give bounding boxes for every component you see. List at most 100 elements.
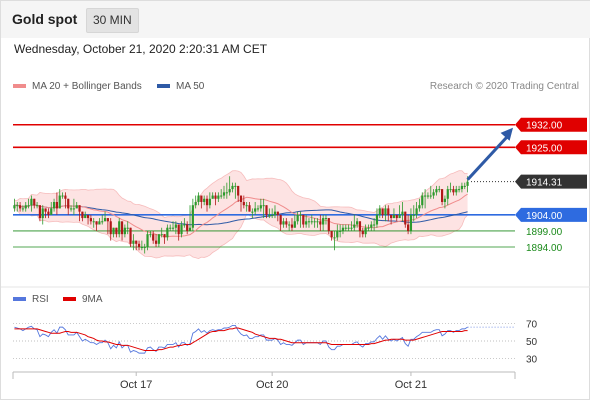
candle-body <box>152 234 155 241</box>
candle-body <box>140 247 143 249</box>
candle-body <box>188 227 192 231</box>
level-label-0: 1932.00 <box>526 121 563 132</box>
candle-body <box>398 214 401 219</box>
forecast-arrow-line <box>466 133 511 181</box>
candle-body <box>268 214 271 216</box>
x-tick-label-1: Oct 20 <box>256 379 288 391</box>
interval-button[interactable]: 30 MIN <box>86 8 139 33</box>
legend-ma50: MA 50 <box>157 81 204 92</box>
candle-body <box>118 221 121 235</box>
candle-body <box>423 195 427 197</box>
legend-9ma: 9MA <box>63 294 103 305</box>
rsi-ma-line <box>14 327 468 352</box>
candle-body <box>21 208 25 210</box>
candle-body <box>460 185 464 190</box>
candle-body <box>52 201 56 209</box>
candle-body <box>225 192 228 194</box>
candle-body <box>367 227 370 229</box>
candle-body <box>180 224 183 235</box>
x-tick-label-2: Oct 21 <box>395 379 427 391</box>
candle-body <box>353 224 356 228</box>
candle-body <box>169 227 172 229</box>
candle-body <box>47 211 50 215</box>
level-label-1: 1925.00 <box>526 143 563 154</box>
candle-body <box>183 224 186 226</box>
candle-body <box>69 208 73 210</box>
legend-ma50-label: MA 50 <box>176 81 205 92</box>
candle-body <box>327 218 330 231</box>
candle-body <box>163 234 166 238</box>
candle-body <box>307 221 311 223</box>
ma9-swatch <box>63 297 76 302</box>
candle-body <box>262 205 265 207</box>
candle-body <box>421 195 424 206</box>
level-tag-2 <box>515 174 587 189</box>
candle-body <box>234 185 237 187</box>
candle-body <box>415 208 418 215</box>
candle-body <box>319 221 322 225</box>
level-label-5: 1894.00 <box>526 243 563 254</box>
level-label-3: 1904.00 <box>526 211 563 222</box>
candle-body <box>101 221 104 223</box>
legend-rsi-label: RSI <box>32 294 49 305</box>
candle-body <box>429 195 432 197</box>
rsi-swatch <box>13 297 26 302</box>
candle-body <box>228 189 231 193</box>
candle-body <box>455 189 458 193</box>
candle-body <box>285 221 288 225</box>
candle-body <box>61 195 64 197</box>
candle-body <box>392 214 396 219</box>
candle-body <box>132 240 135 244</box>
candle-body <box>256 208 260 210</box>
candle-body <box>44 208 47 212</box>
candle-body <box>273 211 277 215</box>
candle-body <box>200 195 203 202</box>
candle-body <box>390 214 393 219</box>
header-bar: Gold spot 30 MIN <box>1 1 590 38</box>
candle-body <box>279 214 282 225</box>
candle-body <box>174 224 177 228</box>
candle-body <box>95 221 98 225</box>
candle-body <box>356 221 359 225</box>
candle-body <box>208 198 211 206</box>
candle-body <box>186 224 189 231</box>
candle-body <box>333 237 336 239</box>
candle-body <box>115 227 118 235</box>
candle-body <box>239 195 243 202</box>
candle-body <box>310 221 313 223</box>
candle-body <box>296 214 299 222</box>
candle-body <box>211 195 214 199</box>
candle-body <box>160 234 163 236</box>
candle-body <box>126 227 129 229</box>
candle-body <box>24 205 27 209</box>
candle-body <box>222 192 226 196</box>
candle-body <box>106 218 109 222</box>
candle-body <box>404 211 407 225</box>
level-tag-3 <box>515 207 587 222</box>
candle-body <box>443 198 447 202</box>
ma20-swatch <box>13 84 26 89</box>
candle-body <box>435 189 438 193</box>
candle-body <box>13 205 16 209</box>
legend-ma20-label: MA 20 + Bollinger Bands <box>32 81 142 92</box>
ma50-line <box>14 204 468 226</box>
candle-body <box>302 214 305 225</box>
candle-body <box>282 221 285 225</box>
candle-body <box>412 214 415 216</box>
candle-body <box>16 205 19 207</box>
candle-body <box>143 247 146 249</box>
candle-body <box>373 224 376 226</box>
candle-body <box>378 208 381 215</box>
candle-body <box>64 195 67 199</box>
legend-9ma-label: 9MA <box>82 294 103 305</box>
candle-body <box>276 211 279 215</box>
candle-body <box>81 211 84 219</box>
candle-body <box>290 224 294 228</box>
candle-body <box>84 214 87 219</box>
candle-body <box>41 208 44 219</box>
candle-body <box>112 227 115 235</box>
legend-ma20: MA 20 + Bollinger Bands <box>13 81 142 92</box>
candle-body <box>220 195 223 197</box>
candle-body <box>375 214 379 225</box>
